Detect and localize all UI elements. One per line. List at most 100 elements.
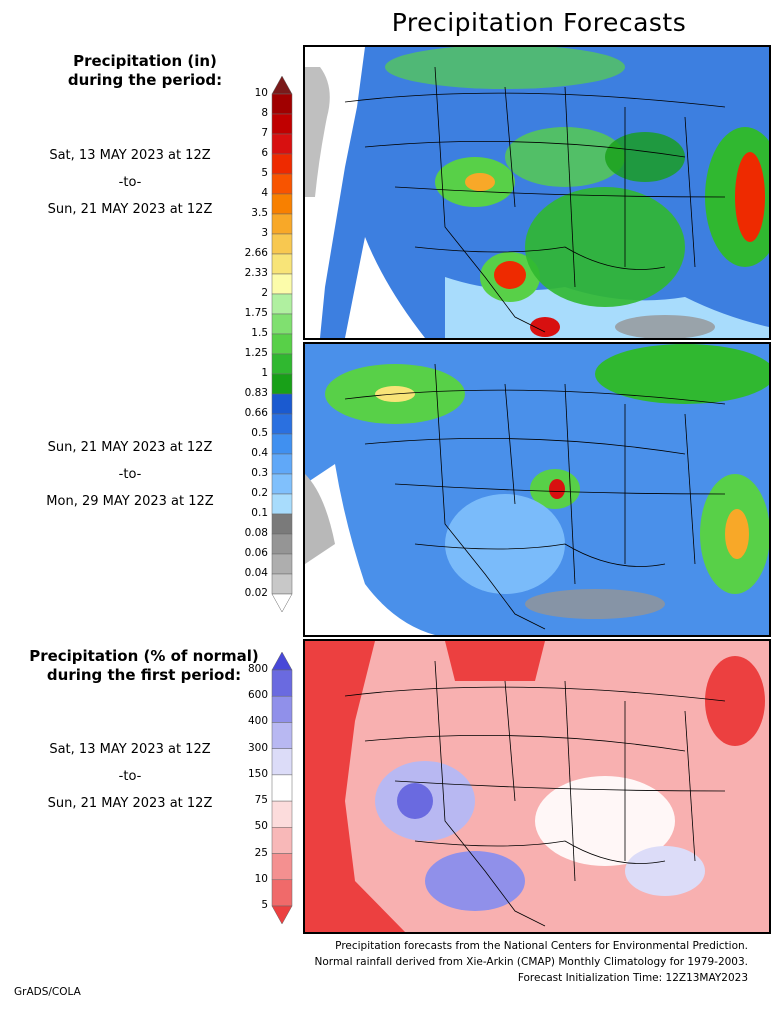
colorbar-tick-label: 2.66 <box>244 247 268 259</box>
colorbar-tick-label: 8 <box>261 107 268 119</box>
colorbar-bin <box>271 113 293 135</box>
colorbar-tick-label: 0.3 <box>251 467 268 479</box>
colorbar-bin <box>271 393 293 415</box>
colorbar-bin <box>271 533 293 555</box>
colorbar-bin <box>271 433 293 455</box>
map-precip-period1 <box>303 45 771 340</box>
colorbar-tick-label: 0.04 <box>244 567 268 579</box>
colorbar-bin <box>271 233 293 255</box>
colorbar-tick-label: 0.08 <box>244 527 268 539</box>
colorbar-tick-label: 600 <box>247 689 268 702</box>
colorbar-tick-label: 800 <box>247 663 268 675</box>
colorbar-bin <box>271 669 293 697</box>
colorbar-bin <box>271 253 293 275</box>
colorbar-bin <box>271 373 293 395</box>
colorbar-bin <box>271 93 293 115</box>
colorbar-tick-label: 50 <box>254 820 268 833</box>
colorbar-tick-label: 150 <box>247 767 268 780</box>
period3-start: Sat, 13 MAY 2023 at 12Z <box>49 742 211 757</box>
colorbar-bin <box>271 593 293 612</box>
colorbar-tick-label: 2 <box>261 287 268 299</box>
colorbar-tick-label: 7 <box>261 127 268 139</box>
colorbar-bin <box>271 800 293 828</box>
colorbar-bin <box>271 853 293 881</box>
colorbar-tick-label: 0.4 <box>251 447 268 459</box>
colorbar-bin <box>271 353 293 375</box>
period2-sep: -to- <box>118 467 142 482</box>
colorbar-bin <box>271 133 293 155</box>
period1-end: Sun, 21 MAY 2023 at 12Z <box>47 202 213 217</box>
period2-text: Sun, 21 MAY 2023 at 12Z -to- Mon, 29 MAY… <box>10 434 250 515</box>
colorbar-bin <box>271 774 293 802</box>
colorbar-bin <box>271 652 293 671</box>
colorbar-bin <box>271 76 293 95</box>
period2-end: Mon, 29 MAY 2023 at 12Z <box>46 494 214 509</box>
colorbar-tick-label: 1 <box>261 367 268 379</box>
colorbar-bin <box>271 213 293 235</box>
precip-legend-header: Precipitation (in) during the period: <box>30 52 260 90</box>
colorbar-tick-label: 10 <box>254 872 268 885</box>
colorbar-tick-label: 2.33 <box>244 267 268 279</box>
colorbar-bin <box>271 193 293 215</box>
period1-text: Sat, 13 MAY 2023 at 12Z -to- Sun, 21 MAY… <box>10 142 250 223</box>
colorbar-bin <box>271 313 293 335</box>
credit-line-1: Precipitation forecasts from the Nationa… <box>335 940 748 952</box>
period3-end: Sun, 21 MAY 2023 at 12Z <box>47 796 213 811</box>
colorbar-tick-label: 0.06 <box>244 547 268 559</box>
colorbar-bin <box>271 293 293 315</box>
colorbar-tick-label: 4 <box>261 187 268 199</box>
colorbar-bin <box>271 493 293 515</box>
colorbar-bin <box>271 553 293 575</box>
colorbar-bin <box>271 153 293 175</box>
colorbar-tick-label: 25 <box>254 846 268 859</box>
colorbar-bin <box>271 879 293 907</box>
colorbar-tick-label: 1.75 <box>244 307 268 319</box>
colorbar-tick-label: 0.66 <box>244 407 268 419</box>
colorbar-bin <box>271 173 293 195</box>
precip-header-line1: Precipitation (in) <box>73 52 217 70</box>
period2-start: Sun, 21 MAY 2023 at 12Z <box>47 440 213 455</box>
colorbar-bin <box>271 473 293 495</box>
pct-header-line2: during the first period: <box>46 666 242 684</box>
colorbar-bin <box>271 722 293 749</box>
colorbar-bin <box>271 273 293 295</box>
colorbar-bin <box>271 513 293 535</box>
colorbar-tick-label: 0.02 <box>244 587 268 599</box>
colorbar-tick-label: 5 <box>261 167 268 179</box>
map-precip-period2 <box>303 342 771 637</box>
pct-colorbar <box>271 652 293 924</box>
colorbar-bin <box>271 573 293 595</box>
colorbar-tick-label: 1.5 <box>251 327 268 339</box>
colorbar-tick-label: 75 <box>254 794 268 807</box>
colorbar-tick-label: 6 <box>261 147 268 159</box>
pct-header-line1: Precipitation (% of normal) <box>29 647 259 665</box>
colorbar-tick-label: 1.25 <box>244 347 268 359</box>
precip-header-line2: during the period: <box>67 71 223 89</box>
colorbar-tick-label: 3 <box>261 227 268 239</box>
colorbar-tick-label: 0.83 <box>244 387 268 399</box>
period3-text: Sat, 13 MAY 2023 at 12Z -to- Sun, 21 MAY… <box>10 736 250 817</box>
colorbar-tick-label: 5 <box>261 899 268 911</box>
colorbar-tick-label: 3.5 <box>251 207 268 219</box>
credit-line-3: Forecast Initialization Time: 12Z13MAY20… <box>517 972 748 984</box>
colorbar-tick-label: 10 <box>254 87 268 99</box>
colorbar-bin <box>271 333 293 355</box>
period1-start: Sat, 13 MAY 2023 at 12Z <box>49 148 211 163</box>
colorbar-tick-label: 300 <box>247 741 268 754</box>
colorbar-bin <box>271 695 293 723</box>
colorbar-bin <box>271 905 293 924</box>
precip-colorbar <box>271 76 293 612</box>
colorbar-bin <box>271 748 293 776</box>
colorbar-bin <box>271 413 293 435</box>
colorbar-tick-label: 0.2 <box>251 487 268 499</box>
pct-legend-header: Precipitation (% of normal) during the f… <box>20 647 268 685</box>
colorbar-tick-label: 400 <box>247 715 268 728</box>
period3-sep: -to- <box>118 769 142 784</box>
grads-cola-label: GrADS/COLA <box>14 986 81 998</box>
colorbar-tick-label: 0.1 <box>251 507 268 519</box>
period1-sep: -to- <box>118 175 142 190</box>
colorbar-tick-label: 0.5 <box>251 427 268 439</box>
credits-text: Precipitation forecasts from the Nationa… <box>315 938 748 986</box>
colorbar-bin <box>271 453 293 475</box>
credit-line-2: Normal rainfall derived from Xie-Arkin (… <box>314 956 748 968</box>
